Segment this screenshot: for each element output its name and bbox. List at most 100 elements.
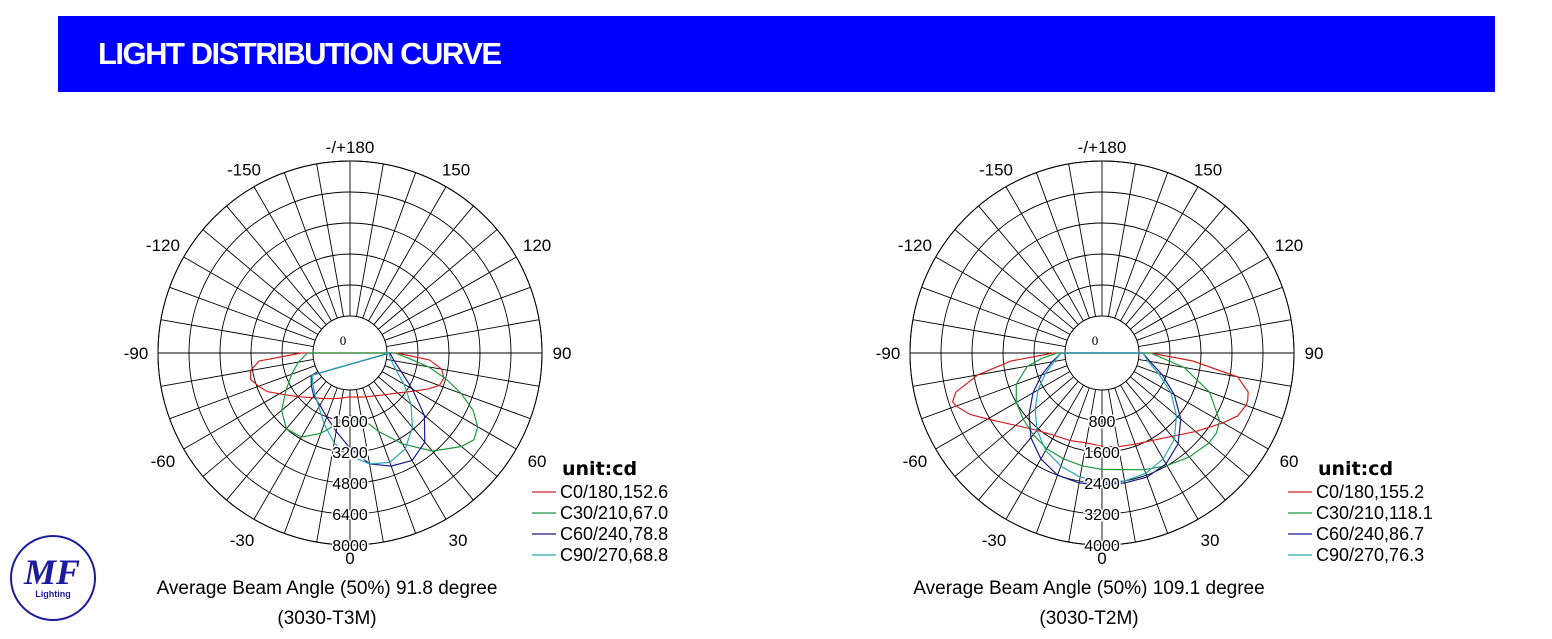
grid-spoke bbox=[954, 229, 1074, 330]
grid-spoke bbox=[316, 389, 345, 543]
grid-spoke bbox=[1120, 186, 1199, 322]
angle-label: -30 bbox=[982, 531, 1007, 550]
grid-spoke bbox=[954, 376, 1074, 477]
grid-spoke bbox=[1120, 384, 1199, 520]
angle-label: 0 bbox=[1097, 549, 1106, 568]
angle-label: 30 bbox=[449, 531, 468, 550]
beam-angle-caption: Average Beam Angle (50%) 109.1 degree bbox=[913, 578, 1264, 599]
logo-text: MF bbox=[23, 552, 80, 592]
grid-spoke bbox=[1133, 371, 1269, 450]
grid-spoke bbox=[202, 229, 322, 330]
grid-spoke bbox=[1138, 358, 1292, 387]
radial-tick-label: 2400 bbox=[1084, 476, 1120, 493]
logo-subtext: Lighting bbox=[35, 589, 71, 599]
angle-label: 30 bbox=[1201, 531, 1220, 550]
grid-spoke bbox=[226, 205, 327, 325]
angle-label: 90 bbox=[553, 344, 572, 363]
grid-spoke bbox=[169, 286, 316, 341]
radial-tick-label: 4000 bbox=[1084, 538, 1120, 555]
series-curve bbox=[250, 352, 445, 400]
polar-chart-2: -/+180 -150 150 -120 120 -90 90 -60 60 -30 30 0 0 800… bbox=[876, 138, 1433, 629]
grid-spoke bbox=[1136, 286, 1283, 341]
grid-spoke bbox=[169, 365, 316, 420]
grid-spoke bbox=[1130, 376, 1250, 477]
grid-spoke bbox=[1005, 384, 1084, 520]
grid-spoke bbox=[978, 381, 1079, 501]
grid-spoke bbox=[912, 319, 1066, 348]
grid-spoke bbox=[978, 205, 1079, 325]
grid-spoke bbox=[183, 256, 319, 335]
grid-spoke bbox=[183, 371, 319, 450]
angle-label: 150 bbox=[442, 160, 470, 179]
model-caption: (3030-T3M) bbox=[277, 608, 376, 629]
grid-spoke bbox=[384, 286, 531, 341]
radial-tick-label: 3200 bbox=[1084, 507, 1120, 524]
grid-spoke bbox=[921, 365, 1068, 420]
grid-spoke bbox=[1068, 163, 1097, 317]
radial-tick-label: 1600 bbox=[1084, 445, 1120, 462]
grid-spoke bbox=[1035, 387, 1090, 534]
grid-spoke bbox=[386, 319, 540, 348]
angle-label: -90 bbox=[876, 344, 901, 363]
angle-label: -60 bbox=[151, 452, 176, 471]
grid-spoke bbox=[355, 389, 384, 543]
angle-label: -/+180 bbox=[326, 138, 375, 157]
grid-spoke bbox=[283, 172, 338, 319]
series-curve bbox=[1028, 352, 1182, 486]
legend-label: C30/210,118.1 bbox=[1316, 503, 1433, 523]
grid-spoke bbox=[921, 286, 1068, 341]
center-label: 0 bbox=[1092, 333, 1099, 348]
grid-spoke bbox=[253, 186, 332, 322]
title-banner: LIGHT DISTRIBUTION CURVE bbox=[58, 16, 1495, 92]
grid-spoke bbox=[1114, 172, 1169, 319]
grid-spoke bbox=[1125, 205, 1226, 325]
grid-spoke bbox=[362, 172, 417, 319]
mf-lighting-logo: MF Lighting bbox=[10, 535, 96, 621]
legend-label: C60/240,78.8 bbox=[560, 524, 668, 544]
grid-spoke bbox=[1107, 163, 1136, 317]
legend-label: C60/240,86.7 bbox=[1316, 524, 1424, 544]
grid-spoke bbox=[935, 371, 1071, 450]
page-title: LIGHT DISTRIBUTION CURVE bbox=[98, 36, 502, 71]
grid-spoke bbox=[368, 186, 447, 322]
angle-label: 150 bbox=[1194, 160, 1222, 179]
grid-spoke bbox=[1125, 381, 1226, 501]
radial-tick-label: 8000 bbox=[332, 538, 368, 555]
radial-tick-label: 6400 bbox=[332, 507, 368, 524]
angle-label: 90 bbox=[1305, 344, 1324, 363]
grid-spoke bbox=[355, 163, 384, 317]
grid-spoke bbox=[378, 229, 498, 330]
series-curve bbox=[311, 352, 414, 465]
grid-spoke bbox=[1005, 186, 1084, 322]
series-curve bbox=[1015, 352, 1221, 471]
legend-label: C90/270,68.8 bbox=[560, 545, 668, 565]
grid-spoke bbox=[362, 387, 417, 534]
angle-label: 120 bbox=[523, 236, 551, 255]
series-curve bbox=[951, 352, 1249, 448]
grid-spoke bbox=[1130, 229, 1250, 330]
center-label: 0 bbox=[340, 333, 347, 348]
grid-spoke bbox=[935, 256, 1071, 335]
legend-label: C0/180,155.2 bbox=[1316, 482, 1424, 502]
beam-angle-caption: Average Beam Angle (50%) 91.8 degree bbox=[157, 578, 498, 599]
radial-tick-label: 1600 bbox=[332, 414, 368, 431]
grid-spoke bbox=[381, 256, 517, 335]
grid-spoke bbox=[283, 387, 338, 534]
grid-spoke bbox=[316, 163, 345, 317]
series-curve bbox=[280, 352, 479, 452]
grid-spoke bbox=[368, 384, 447, 520]
angle-label: 120 bbox=[1275, 236, 1303, 255]
model-caption: (3030-T2M) bbox=[1039, 608, 1138, 629]
grid-spoke bbox=[1035, 172, 1090, 319]
logo-ring bbox=[10, 535, 96, 621]
angle-label: -120 bbox=[898, 236, 932, 255]
legend-label: C90/270,76.3 bbox=[1316, 545, 1424, 565]
grid-spoke bbox=[1114, 387, 1169, 534]
grid-spoke bbox=[378, 376, 498, 477]
angle-label: -120 bbox=[146, 236, 180, 255]
grid-spoke bbox=[1138, 319, 1292, 348]
grid-spoke bbox=[160, 358, 314, 387]
angle-label: 0 bbox=[345, 549, 354, 568]
grid-spoke bbox=[1107, 389, 1136, 543]
